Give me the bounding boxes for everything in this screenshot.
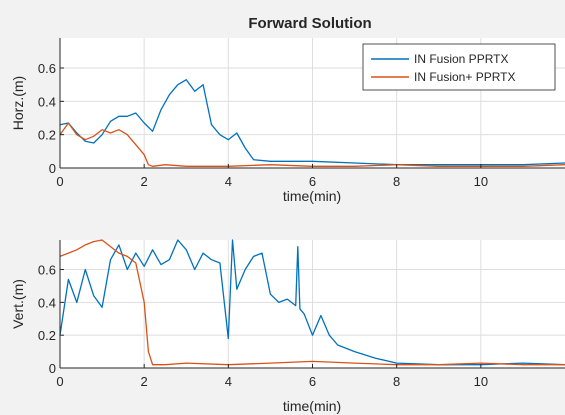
x-tick-label: 4 (225, 374, 232, 389)
y-tick-label: 0 (49, 361, 56, 376)
x-tick-label: 8 (393, 174, 400, 189)
chart-title: Forward Solution (248, 15, 371, 32)
ticks-bottom: 0 2 4 6 8 10 0 0.2 0.4 0.6 (38, 263, 488, 389)
y-tick-label: 0.4 (38, 94, 56, 109)
horizontal-error-plot: 0 2 4 6 8 10 0 0.2 0.4 0.6 time(min) Horz.(m) IN … (10, 38, 565, 204)
vertical-error-plot: 0 2 4 6 8 10 0 0.2 0.4 0.6 time(min) Vert.(m) (10, 239, 565, 414)
y-axis-label-top: Horz.(m) (10, 76, 26, 130)
y-axis-label-bottom: Vert.(m) (10, 279, 26, 329)
x-tick-label: 0 (56, 174, 63, 189)
y-tick-label: 0.2 (38, 128, 56, 143)
x-tick-label: 10 (474, 174, 488, 189)
x-axis-label-top: time(min) (283, 188, 341, 204)
legend-label-in-fusion-plus: IN Fusion+ PPRTX (414, 70, 515, 84)
x-tick-label: 4 (225, 174, 232, 189)
series-line-in-fusion-plus-pprtx (59, 239, 565, 366)
y-tick-label: 0 (49, 161, 56, 176)
y-tick-label: 0.4 (38, 295, 56, 310)
x-tick-label: 2 (141, 174, 148, 189)
legend-box (362, 43, 556, 91)
x-tick-label: 0 (56, 374, 63, 389)
x-tick-label: 6 (309, 174, 316, 189)
x-tick-label: 2 (141, 374, 148, 389)
series-top (59, 79, 565, 167)
y-tick-label: 0.2 (38, 328, 56, 343)
series-line-in-fusion-plus-pprtx (59, 122, 565, 167)
series-line-in-fusion-pprtx (59, 79, 565, 166)
series-bottom (59, 239, 565, 366)
series-line-in-fusion-pprtx (59, 239, 565, 366)
x-tick-label: 8 (393, 374, 400, 389)
y-tick-label: 0.6 (38, 263, 56, 278)
x-tick-label: 10 (474, 374, 488, 389)
legend-label-in-fusion: IN Fusion PPRTX (414, 52, 508, 66)
legend: IN Fusion PPRTX IN Fusion+ PPRTX (362, 43, 556, 91)
x-tick-label: 6 (309, 374, 316, 389)
x-axis-label-bottom: time(min) (283, 398, 341, 414)
ticks-top: 0 2 4 6 8 10 0 0.2 0.4 0.6 (38, 61, 488, 189)
y-tick-label: 0.6 (38, 61, 56, 76)
